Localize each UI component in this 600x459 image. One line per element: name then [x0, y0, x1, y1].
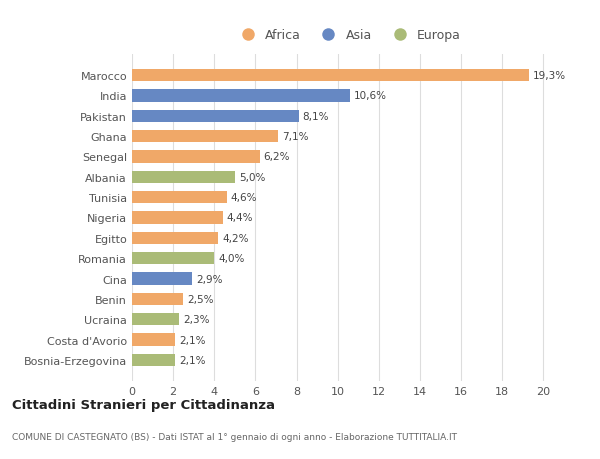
Bar [132, 111, 299, 123]
Text: 4,6%: 4,6% [231, 193, 257, 203]
Bar [132, 354, 175, 366]
Text: 4,0%: 4,0% [218, 254, 245, 263]
Text: Cittadini Stranieri per Cittadinanza: Cittadini Stranieri per Cittadinanza [12, 398, 275, 411]
Bar [132, 273, 191, 285]
Text: 5,0%: 5,0% [239, 173, 265, 182]
Bar [132, 192, 227, 204]
Bar [132, 252, 214, 265]
Bar [132, 151, 260, 163]
Text: 2,5%: 2,5% [188, 294, 214, 304]
Bar [132, 212, 223, 224]
Bar [132, 232, 218, 244]
Text: 2,1%: 2,1% [179, 355, 206, 365]
Legend: Africa, Asia, Europa: Africa, Asia, Europa [231, 25, 465, 46]
Text: COMUNE DI CASTEGNATO (BS) - Dati ISTAT al 1° gennaio di ogni anno - Elaborazione: COMUNE DI CASTEGNATO (BS) - Dati ISTAT a… [12, 431, 457, 441]
Text: 2,9%: 2,9% [196, 274, 222, 284]
Bar [132, 313, 179, 325]
Text: 2,1%: 2,1% [179, 335, 206, 345]
Bar [132, 171, 235, 184]
Bar [132, 334, 175, 346]
Bar [132, 293, 184, 305]
Text: 2,3%: 2,3% [184, 314, 210, 325]
Text: 4,4%: 4,4% [227, 213, 253, 223]
Bar [132, 90, 350, 102]
Text: 7,1%: 7,1% [282, 132, 308, 142]
Bar [132, 131, 278, 143]
Text: 19,3%: 19,3% [533, 71, 566, 81]
Text: 8,1%: 8,1% [303, 112, 329, 122]
Bar [132, 70, 529, 82]
Text: 6,2%: 6,2% [263, 152, 290, 162]
Text: 4,2%: 4,2% [223, 233, 249, 243]
Text: 10,6%: 10,6% [354, 91, 387, 101]
